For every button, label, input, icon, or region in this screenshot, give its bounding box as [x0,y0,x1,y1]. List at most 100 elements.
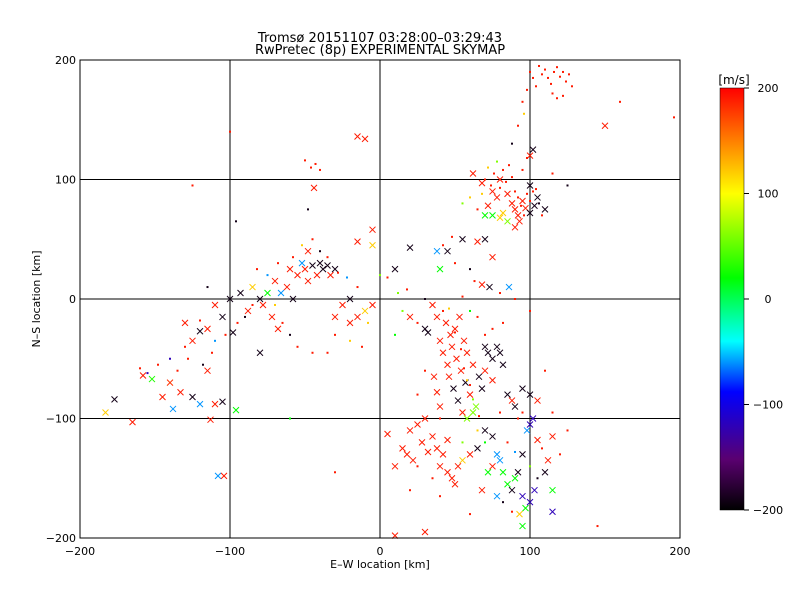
data-point-cross-199 [549,486,556,494]
data-point-cross-99 [529,146,537,153]
data-point-cross-109 [601,122,609,130]
data-point-cross-20 [196,327,204,335]
data-point-cross-50 [304,247,312,255]
data-point-cross-167 [444,468,451,476]
data-point-cross-128 [459,409,466,416]
data-point-cross-46 [319,265,327,273]
data-point-cross-180 [481,427,489,434]
data-point-dot-283 [379,274,381,277]
data-point-dot-247 [311,351,314,354]
data-point-dot-223 [439,417,441,420]
data-point-dot-263 [184,345,186,348]
data-point-cross-185 [504,480,511,488]
colorbar-tick-label: 200 [758,82,779,95]
data-point-dot-359 [541,447,543,450]
data-point-cross-49 [331,265,339,273]
data-point-dot-325 [556,66,558,69]
data-point-dot-249 [289,333,291,336]
data-point-cross-150 [489,376,496,384]
data-point-cross-145 [511,403,519,410]
data-point-cross-97 [534,194,541,201]
data-point-dot-217 [466,379,468,382]
data-point-dot-317 [532,76,534,79]
data-point-cross-154 [433,388,441,396]
data-point-dot-268 [176,369,179,372]
data-point-cross-156 [421,415,429,422]
data-point-cross-76 [459,235,466,243]
data-point-cross-45 [316,259,324,267]
data-point-cross-117 [442,319,450,327]
data-point-cross-89 [511,206,519,213]
data-point-cross-60 [354,313,361,321]
data-point-cross-152 [463,415,471,422]
data-point-cross-133 [469,361,477,369]
x-axis-label: E–W location [km] [330,558,430,571]
data-point-cross-42 [304,277,312,285]
data-point-cross-33 [271,277,279,285]
y-tick-label: 200 [55,54,76,67]
data-point-cross-112 [424,329,432,336]
data-point-dot-351 [596,525,599,528]
data-point-cross-118 [444,361,451,369]
data-point-dot-347 [544,369,546,372]
data-point-dot-314 [521,100,524,103]
data-point-dot-271 [211,351,213,354]
data-point-cross-126 [456,313,463,321]
data-point-dot-254 [277,262,279,265]
data-point-cross-208 [493,492,501,500]
data-point-cross-98 [526,182,534,189]
data-point-dot-308 [538,202,540,205]
data-point-dot-339 [442,244,444,247]
data-point-dot-303 [523,214,525,217]
data-point-cross-15 [220,472,228,480]
data-point-dot-253 [266,274,269,277]
data-point-dot-311 [526,156,528,159]
data-point-dot-219 [472,398,474,401]
colorbar-tick-label: −200 [753,504,783,517]
data-point-cross-85 [489,188,496,195]
data-point-dot-209 [424,298,426,300]
data-point-dot-270 [202,363,204,366]
data-point-cross-21 [204,325,211,333]
data-point-cross-39 [294,271,301,279]
data-point-dot-230 [514,450,516,453]
data-point-cross-57 [369,226,376,234]
data-point-dot-336 [673,116,675,119]
data-point-dot-273 [236,321,239,324]
y-tick-label: 0 [69,293,76,306]
data-point-cross-11 [204,367,211,375]
data-point-dot-330 [571,85,573,88]
data-point-cross-138 [484,349,492,357]
data-point-cross-195 [526,498,534,506]
data-point-cross-135 [475,373,483,381]
data-point-cross-175 [391,462,399,470]
data-point-cross-206 [478,486,486,494]
data-point-cross-80 [478,281,486,289]
x-tick-label: 100 [520,545,541,558]
data-point-cross-102 [489,211,496,219]
data-point-dot-348 [551,411,554,414]
data-point-cross-190 [523,427,531,434]
colorbar-tick-label: 0 [765,293,772,306]
data-point-dot-345 [514,298,516,300]
data-point-dot-290 [484,178,486,181]
data-point-cross-174 [444,436,451,444]
data-point-dot-213 [448,307,450,310]
data-point-dot-323 [550,82,552,85]
data-point-cross-48 [327,271,334,279]
data-point-cross-29 [256,295,264,303]
data-point-dot-266 [146,372,149,375]
data-point-cross-178 [466,450,474,458]
data-point-dot-215 [460,348,462,351]
data-point-dot-306 [532,190,534,193]
data-point-dot-357 [529,465,531,468]
data-point-dot-238 [469,309,471,312]
data-point-cross-37 [286,265,294,273]
data-point-cross-38 [289,295,297,303]
data-point-dot-301 [517,196,519,199]
data-point-dot-234 [484,333,486,336]
data-point-cross-47 [324,262,331,269]
y-ticks: −200 −100 0 100 200 [46,54,680,545]
data-point-cross-82 [505,283,513,291]
data-point-dot-278 [310,166,312,169]
